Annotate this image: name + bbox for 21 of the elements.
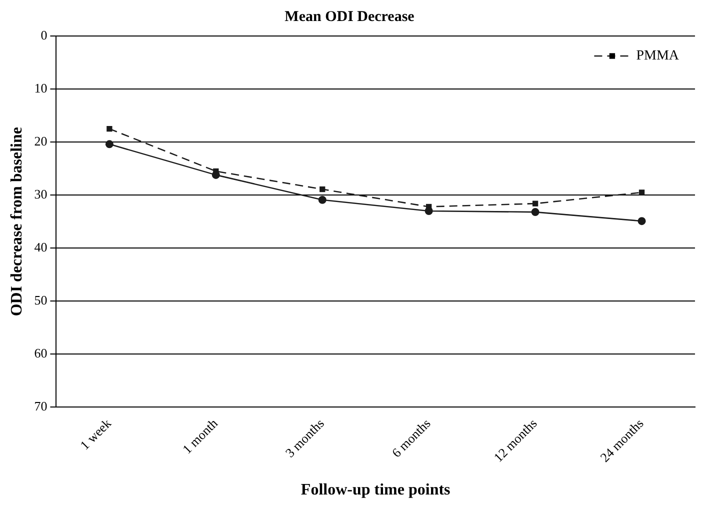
y-tick-label: 30 [34,186,48,202]
y-tick-label: 10 [34,80,48,96]
point [105,140,114,148]
y-axis-title: ODI decrease from baseline [8,127,26,316]
point [320,186,326,192]
y-tick-label: 70 [34,398,48,414]
y-tick-label: 50 [34,292,48,308]
point [638,190,645,196]
x-axis-title: Follow-up time points [300,482,450,499]
y-tick-label: 20 [34,133,48,148]
y-tick-label: 0 [40,27,48,42]
point [318,196,326,204]
point [531,208,540,216]
legend-label: PMMA [636,48,680,64]
x-tick-label: 1 week [77,415,114,453]
y-tick-label: 60 [34,346,48,361]
chart-title: Mean ODI Decrease [284,8,415,25]
point [106,126,112,132]
point [532,200,538,206]
y-tick-label: 40 [34,240,48,255]
point [638,217,646,226]
